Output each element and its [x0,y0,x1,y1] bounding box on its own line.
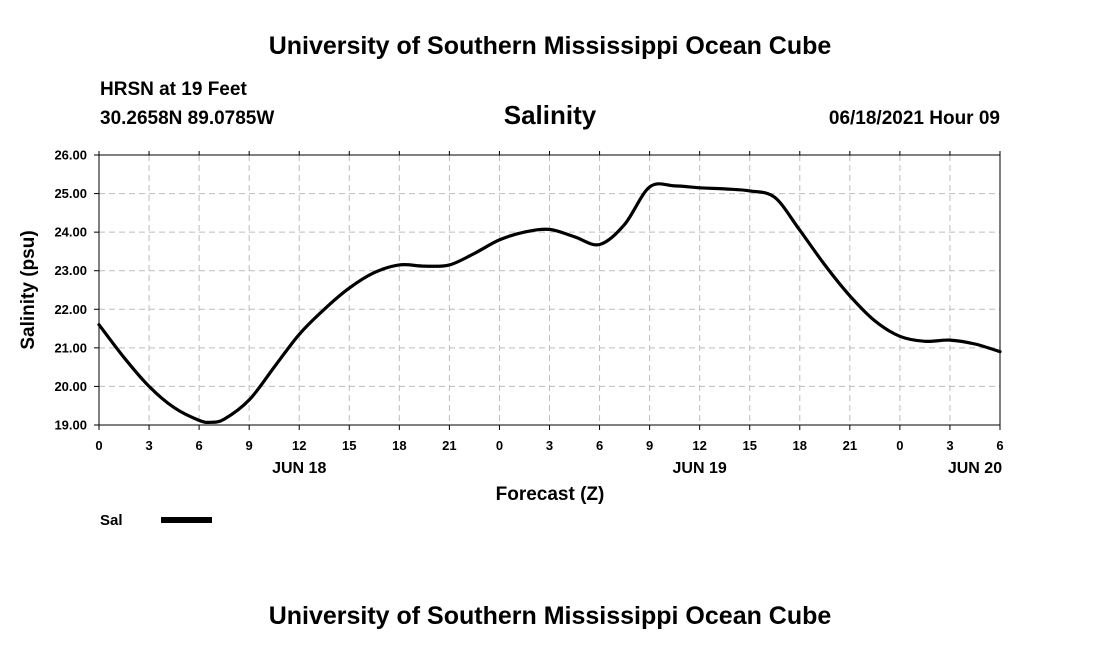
bottom-title: University of Southern Mississippi Ocean… [269,602,832,630]
legend-label: Sal [100,512,123,529]
x-tick-label: 15 [342,438,356,453]
x-tick-label: 21 [442,438,456,453]
y-tick-labels: 19.00 20.00 21.00 22.00 23.00 24.00 25.00 26.00 [54,148,87,433]
date-label: JUN 18 [272,460,326,477]
x-tick-label: 3 [145,438,152,453]
x-tick-label: 3 [946,438,953,453]
axis-ticks [94,151,1001,430]
x-tick-label: 6 [195,438,202,453]
y-tick-label: 20.00 [54,379,87,394]
x-tick-label: 6 [596,438,603,453]
x-tick-label: 15 [742,438,756,453]
x-tick-label: 21 [843,438,857,453]
y-tick-label: 26.00 [54,148,87,163]
x-tick-labels: 0 3 6 9 12 15 18 21 0 3 6 9 12 15 18 21 0 3 6 [95,438,1003,453]
station-label: HRSN at 19 Feet [100,79,247,100]
y-axis-label: Salinity (psu) [18,230,39,349]
x-tick-label: 18 [793,438,807,453]
x-tick-label: 18 [392,438,406,453]
date-labels: JUN 18 JUN 19 JUN 20 [272,460,1002,477]
x-tick-label: 0 [496,438,503,453]
top-title: University of Southern Mississippi Ocean… [269,32,832,60]
y-tick-label: 21.00 [54,340,87,355]
series-layer [97,182,1002,425]
x-tick-label: 0 [896,438,903,453]
coordinates-label: 30.2658N 89.0785W [100,108,274,129]
date-label: JUN 19 [673,460,727,477]
x-tick-label: 12 [292,438,306,453]
timestamp-label: 06/18/2021 Hour 09 [829,108,1000,129]
x-tick-label: 6 [996,438,1003,453]
x-tick-label: 3 [546,438,553,453]
x-tick-label: 0 [95,438,102,453]
x-tick-label: 9 [646,438,653,453]
x-tick-label: 9 [246,438,253,453]
x-axis-label: Forecast (Z) [496,484,605,505]
chart-title: Salinity [504,100,597,130]
y-tick-label: 19.00 [54,418,87,433]
y-tick-label: 23.00 [54,263,87,278]
y-tick-label: 25.00 [54,186,87,201]
date-label: JUN 20 [948,460,1002,477]
x-tick-label: 12 [692,438,706,453]
y-tick-label: 22.00 [54,302,87,317]
series-line-sal [97,182,1002,425]
y-tick-label: 24.00 [54,225,87,240]
grid [99,155,1000,425]
